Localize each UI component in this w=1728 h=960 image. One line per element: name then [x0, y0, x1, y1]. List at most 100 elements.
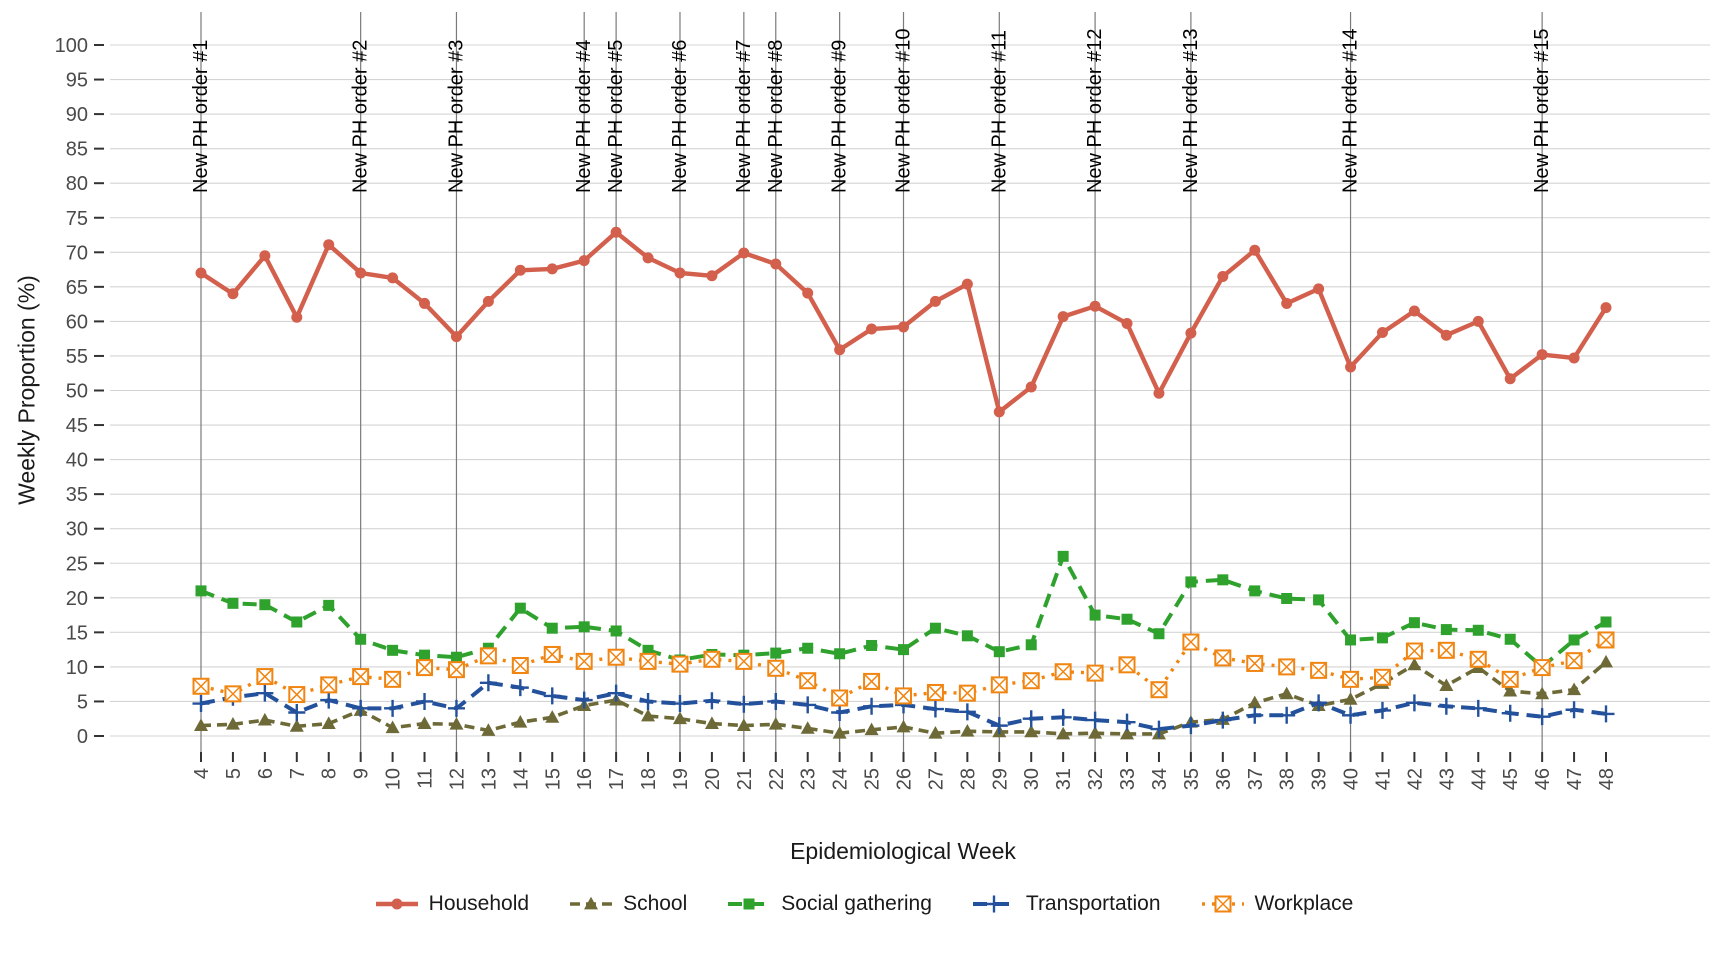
social-gathering-point: [610, 625, 622, 637]
social-gathering-point: [419, 649, 431, 661]
workplace-point-cross: [576, 653, 593, 670]
household-point: [610, 226, 622, 238]
household-point: [355, 267, 367, 279]
transportation-point: [1150, 720, 1168, 738]
transportation-point: [926, 700, 944, 718]
school-point: [1599, 654, 1613, 668]
transportation-point: [1373, 701, 1391, 719]
household-point: [1408, 305, 1420, 317]
x-tick-label: 39: [1309, 768, 1331, 790]
legend-item-workplace: Workplace: [1201, 892, 1353, 916]
school-point: [225, 717, 240, 730]
ph-order-label: New PH order #4: [573, 40, 595, 193]
workplace-point-cross: [1534, 659, 1551, 676]
workplace-point-cross: [416, 659, 433, 676]
transportation-point: [1246, 706, 1264, 724]
school-legend-marker: [570, 896, 613, 910]
x-tick-label: 5: [223, 768, 245, 779]
school-point: [1056, 726, 1071, 740]
transportation-point: [192, 695, 210, 713]
household-point: [929, 295, 941, 307]
social-gathering-point: [866, 639, 878, 651]
y-tick-label: 60: [66, 311, 88, 333]
transportation-point: [639, 692, 657, 710]
transportation-point: [1086, 711, 1104, 729]
social-gathering-point: [961, 630, 973, 642]
x-tick-label: 29: [989, 768, 1011, 790]
workplace-point-cross: [799, 672, 816, 689]
ph-order-label: New PH order #10: [893, 28, 915, 193]
household-point: [195, 267, 207, 279]
x-tick-label: 31: [1053, 768, 1075, 790]
social-gathering-point: [259, 599, 271, 611]
y-tick-label: 15: [66, 622, 88, 644]
x-tick-label: 18: [638, 768, 660, 790]
workplace-point-cross: [1246, 655, 1263, 672]
transportation-point: [1501, 704, 1519, 722]
transportation-point: [511, 679, 529, 697]
social-gathering-point: [387, 644, 399, 656]
series-household: [195, 226, 1612, 418]
x-tick-label: 36: [1213, 768, 1235, 790]
school-point: [257, 712, 272, 726]
household-point: [706, 270, 718, 282]
school-point: [1407, 657, 1422, 671]
social-gathering-point: [1504, 633, 1516, 645]
legend-label-social-gathering: Social gathering: [781, 892, 932, 915]
x-tick-label: 17: [606, 768, 628, 790]
y-tick-label: 55: [66, 346, 88, 368]
workplace-point-cross: [831, 689, 848, 707]
social-gathering-point: [195, 585, 207, 597]
social-gathering-point: [355, 633, 367, 645]
workplace-point-cross: [1438, 642, 1455, 659]
household-point: [1376, 326, 1388, 338]
ph-order-label: New PH order #13: [1180, 28, 1202, 193]
x-tick-label: 45: [1500, 768, 1522, 790]
ph-order-label: New PH order #12: [1084, 28, 1106, 193]
household-point: [1568, 352, 1580, 364]
transportation-point: [1054, 708, 1072, 726]
workplace-point-cross: [256, 668, 273, 685]
transportation-point: [447, 699, 465, 717]
y-tick-label: 85: [66, 139, 88, 161]
x-tick-label: 19: [670, 768, 692, 790]
transportation-point: [1469, 699, 1487, 717]
transportation-point: [575, 691, 593, 709]
social-gathering-point: [1313, 594, 1325, 606]
x-axis-title: Epidemiological Week: [790, 838, 1016, 864]
social-gathering-point: [642, 644, 654, 656]
transportation-point: [831, 704, 849, 722]
household-point: [1057, 311, 1069, 323]
x-tick-label: 38: [1277, 768, 1299, 790]
x-tick-label: 7: [287, 768, 309, 779]
social-gathering-point: [834, 648, 846, 660]
y-tick-label: 10: [66, 657, 88, 679]
social-gathering-point: [743, 898, 755, 910]
x-tick-label: 27: [925, 768, 947, 790]
household-point: [1121, 317, 1133, 329]
school-point: [1439, 678, 1454, 691]
x-tick-label: 30: [1021, 768, 1043, 790]
ph-order-label: New PH order #8: [765, 40, 787, 193]
household-point: [578, 255, 590, 267]
school-point: [928, 726, 943, 739]
social-gathering-point: [1121, 613, 1133, 625]
workplace-point-cross: [448, 661, 465, 678]
school-point: [960, 723, 975, 737]
transportation-point: [1533, 708, 1551, 726]
social-gathering-point: [291, 616, 303, 628]
x-tick-label: 4: [191, 768, 213, 779]
workplace-legend-marker: [1201, 895, 1244, 913]
y-tick-label: 95: [66, 70, 88, 92]
x-tick-label: 28: [957, 768, 979, 790]
workplace-point-cross: [703, 651, 720, 668]
transportation-point: [990, 717, 1008, 735]
social-gathering-point: [1281, 592, 1293, 604]
y-tick-label: 100: [55, 35, 88, 57]
household-point: [546, 263, 558, 275]
social-gathering-point: [929, 622, 941, 634]
social-gathering-point: [227, 597, 239, 609]
x-tick-label: 9: [351, 768, 373, 779]
ph-order-label: New PH order #2: [350, 40, 372, 193]
workplace-point-cross: [1214, 895, 1231, 913]
